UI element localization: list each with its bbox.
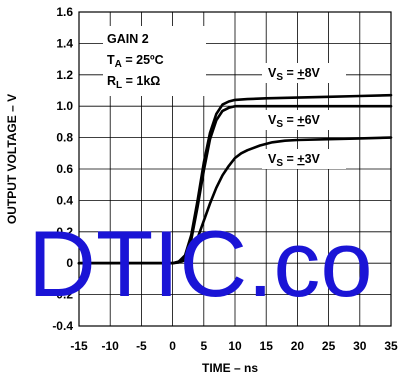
gain-annotation: GAIN 2 [107, 32, 149, 46]
series-curves [77, 93, 393, 265]
load-resistance-annotation: RL = 1kΩ [107, 74, 160, 91]
y-axis-ticks: 1.6 1.4 1.2 1.0 0.8 0.6 0.4 0.2 0 -0.2 -0.4 [52, 5, 73, 333]
x-tick-label: 20 [291, 339, 305, 353]
y-axis-title: OUTPUT VOLTAGE – V [5, 94, 19, 224]
y-tick-label: -0.2 [52, 288, 73, 302]
x-axis-title: TIME – ns [202, 361, 258, 375]
x-tick-label: -15 [70, 339, 88, 353]
y-tick-label: 1.2 [56, 68, 73, 82]
x-tick-label: 5 [200, 339, 207, 353]
curve-6v [77, 104, 393, 265]
y-tick-label: 1.6 [56, 5, 73, 19]
x-tick-label: 10 [228, 339, 242, 353]
x-tick-label: 0 [169, 339, 176, 353]
series-label-background [262, 149, 346, 169]
x-tick-label: -10 [102, 339, 120, 353]
annotation-background [103, 26, 206, 96]
y-tick-label: -0.4 [52, 319, 73, 333]
x-axis-ticks: -15 -10 -5 0 5 10 15 20 25 30 35 [70, 339, 398, 353]
x-tick-label: 35 [384, 339, 398, 353]
series-label-background [262, 110, 346, 130]
conditions-annotation: GAIN 2 TA = 25ºC RL = 1kΩ [107, 32, 164, 91]
curve-3v [77, 136, 393, 265]
x-tick-label: 15 [260, 339, 274, 353]
series-label-background [262, 63, 346, 83]
y-tick-label: 0.2 [56, 225, 73, 239]
series-label-8v: VS = +8V [268, 66, 321, 83]
series-label-3v: VS = +3V [268, 152, 321, 169]
x-tick-label: 30 [353, 339, 367, 353]
y-tick-label: 0.6 [56, 162, 73, 176]
temperature-annotation: TA = 25ºC [107, 53, 164, 70]
y-tick-label: 0.8 [56, 131, 73, 145]
y-tick-label: 1.0 [56, 99, 73, 113]
x-tick-label: 25 [322, 339, 336, 353]
watermark: DTIC.co [28, 211, 373, 316]
y-tick-label: 1.4 [56, 36, 73, 50]
y-tick-label: 0 [66, 256, 73, 270]
series-labels: VS = +8V VS = +6V VS = +3V [268, 66, 321, 169]
x-tick-label: -5 [136, 339, 147, 353]
y-tick-label: 0.4 [56, 193, 73, 207]
plot-frame [78, 11, 392, 327]
series-label-6v: VS = +6V [268, 113, 321, 130]
